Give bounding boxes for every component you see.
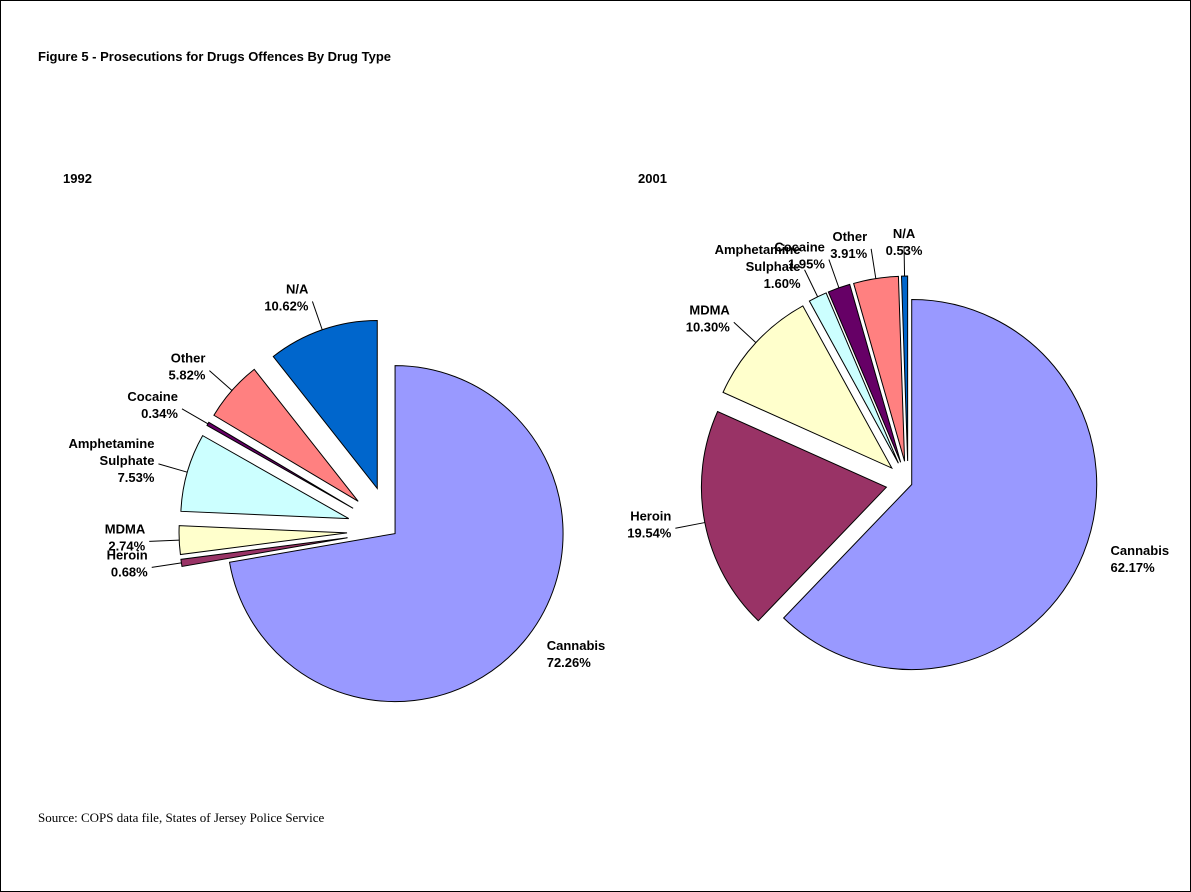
slice-value-label: 10.62%: [264, 298, 309, 313]
source-note: Source: COPS data file, States of Jersey…: [38, 810, 325, 825]
leader-line: [870, 248, 877, 279]
slice-label: N/A: [286, 281, 309, 296]
leader-line: [158, 463, 188, 473]
pie-title: 2001: [638, 171, 667, 186]
slice-value-label: 1.95%: [788, 257, 825, 272]
slice-label: Other: [832, 229, 867, 244]
slice-value-label: 19.54%: [627, 525, 672, 540]
slice-label: Cocaine: [774, 240, 825, 255]
leader-line: [149, 539, 180, 542]
slice-value-label: 72.26%: [547, 655, 592, 670]
pie-slice: [272, 319, 378, 490]
slice-value-label: 0.53%: [886, 243, 923, 258]
pie-slice: [180, 434, 349, 520]
slice-label: Amphetamine Sulphate: [68, 436, 154, 468]
slice-value-label: 7.53%: [118, 470, 155, 485]
pie-slice: [853, 275, 906, 462]
pie-slice: [178, 525, 348, 556]
slice-label: MDMA: [689, 302, 730, 317]
slice-label: MDMA: [105, 521, 146, 536]
pie-slice: [900, 275, 909, 462]
leader-line: [311, 301, 323, 330]
slice-value-label: 1.60%: [764, 276, 801, 291]
slice-label: Amphetamine Sulphate: [715, 242, 801, 274]
slice-value-label: 0.34%: [141, 406, 178, 421]
slice-label: Cocaine: [127, 389, 178, 404]
figure-title: Figure 5 - Prosecutions for Drugs Offenc…: [38, 49, 391, 64]
leader-line: [209, 370, 233, 391]
leader-line: [733, 321, 757, 343]
leader-line: [181, 408, 209, 425]
pie-slice: [228, 365, 564, 703]
slice-value-label: 62.17%: [1111, 560, 1156, 575]
slice-label: Other: [171, 351, 206, 366]
slice-value-label: 10.30%: [686, 319, 731, 334]
slice-value-label: 0.68%: [111, 564, 148, 579]
pie-slice: [700, 410, 888, 622]
pie-slice: [722, 305, 893, 470]
slice-label: Cannabis: [1111, 543, 1170, 558]
leader-line: [828, 259, 840, 289]
leader-line: [804, 269, 819, 297]
slice-value-label: 2.74%: [108, 538, 145, 553]
slice-value-label: 3.91%: [830, 246, 867, 261]
slice-value-label: 5.82%: [169, 368, 206, 383]
slice-label: Cannabis: [547, 638, 606, 653]
leader-line: [675, 522, 705, 529]
slice-label: Heroin: [107, 547, 148, 562]
pie-slice: [782, 298, 1098, 670]
leader-line: [151, 562, 182, 568]
slice-label: N/A: [893, 226, 916, 241]
slice-label: Heroin: [630, 508, 671, 523]
pie-title: 1992: [63, 171, 92, 186]
